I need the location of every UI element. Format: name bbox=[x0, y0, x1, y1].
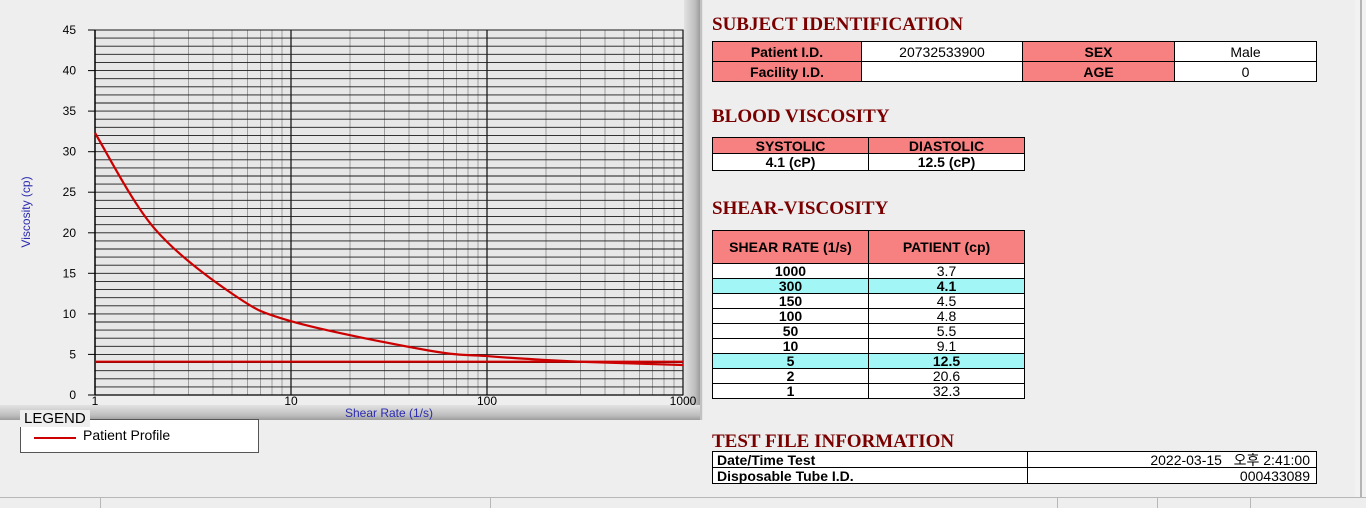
svg-text:10: 10 bbox=[284, 394, 298, 408]
svg-text:0: 0 bbox=[69, 388, 76, 402]
svg-text:40: 40 bbox=[63, 64, 77, 78]
svg-text:10: 10 bbox=[63, 307, 77, 321]
svg-text:25: 25 bbox=[63, 185, 77, 199]
svg-text:20: 20 bbox=[63, 226, 77, 240]
svg-text:15: 15 bbox=[63, 266, 77, 280]
svg-text:100: 100 bbox=[477, 394, 497, 408]
svg-text:45: 45 bbox=[63, 23, 77, 37]
svg-text:1000: 1000 bbox=[670, 394, 697, 408]
svg-text:1: 1 bbox=[92, 394, 99, 408]
svg-text:35: 35 bbox=[63, 104, 77, 118]
svg-text:30: 30 bbox=[63, 145, 77, 159]
svg-text:5: 5 bbox=[69, 347, 76, 361]
svg-text:Viscosity (cp): Viscosity (cp) bbox=[19, 176, 33, 247]
svg-text:Shear Rate (1/s): Shear Rate (1/s) bbox=[345, 406, 433, 420]
